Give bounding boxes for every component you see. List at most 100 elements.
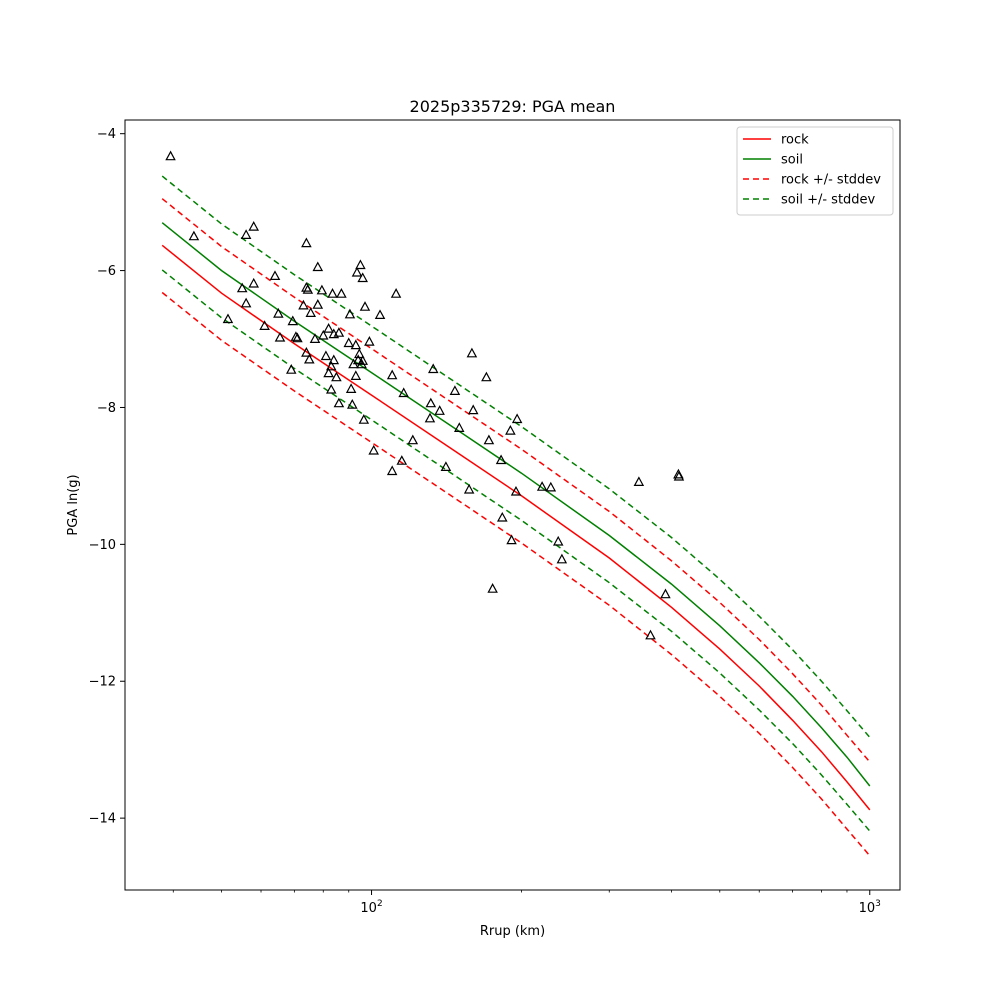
observation-point xyxy=(345,383,357,393)
observation-point xyxy=(660,588,671,599)
observation-point xyxy=(466,347,478,358)
observation-point xyxy=(259,320,270,330)
observation-point xyxy=(269,270,281,280)
observation-point xyxy=(673,470,685,481)
observation-point xyxy=(316,284,328,295)
observation-point xyxy=(302,283,314,294)
observation-point xyxy=(240,229,252,239)
observation-point xyxy=(333,397,345,408)
observation-point xyxy=(386,369,398,380)
observation-point xyxy=(386,465,398,476)
observation-point xyxy=(312,261,324,272)
y-tick-label: −6 xyxy=(97,264,116,279)
series-line-2-upper xyxy=(161,198,871,763)
observation-point xyxy=(312,299,324,309)
observation-point xyxy=(357,355,369,365)
observation-point xyxy=(453,422,465,432)
y-tick-label: −10 xyxy=(89,538,116,553)
observation-point xyxy=(359,301,371,311)
observation-point xyxy=(350,370,362,380)
x-tick-label: 102 xyxy=(360,899,382,916)
observation-point xyxy=(303,353,315,364)
observation-point xyxy=(327,288,338,298)
plot-frame xyxy=(124,119,901,891)
observation-point xyxy=(323,323,334,333)
observation-point xyxy=(425,397,437,408)
observation-point xyxy=(374,309,386,319)
observation-point xyxy=(351,266,363,277)
observation-point xyxy=(368,444,380,455)
y-axis-label: PGA ln(g) xyxy=(66,474,81,535)
chart-title: 2025p335729: PGA mean xyxy=(410,97,616,116)
series-line-3-upper xyxy=(161,175,871,738)
observation-point xyxy=(398,387,409,398)
observation-point xyxy=(320,350,332,361)
observation-point xyxy=(364,336,375,346)
series-line-1 xyxy=(161,222,871,787)
observation-point xyxy=(328,354,340,365)
y-tick-label: −4 xyxy=(97,127,116,142)
observation-point xyxy=(487,583,498,593)
observation-point xyxy=(248,221,260,231)
observation-point xyxy=(301,346,312,357)
legend-label: rock xyxy=(781,133,809,148)
observation-point xyxy=(449,385,461,395)
observation-point xyxy=(496,511,508,522)
observation-point xyxy=(481,371,492,382)
observation-point xyxy=(323,367,334,378)
observation-point xyxy=(428,363,439,374)
observation-point xyxy=(645,629,656,640)
observation-point xyxy=(355,259,366,270)
legend-box xyxy=(736,126,894,216)
observation-point xyxy=(358,414,370,424)
observation-point xyxy=(344,308,356,319)
observation-point xyxy=(317,329,329,340)
observation-point xyxy=(343,337,355,348)
observation-point xyxy=(396,455,408,465)
observation-point xyxy=(331,371,342,382)
observation-point xyxy=(285,364,297,374)
observation-point xyxy=(326,360,337,371)
observation-point xyxy=(273,307,284,318)
observation-point xyxy=(333,327,345,337)
observation-point xyxy=(407,434,419,445)
observation-point xyxy=(357,272,369,283)
x-axis-label: Rrup (km) xyxy=(480,924,545,939)
observation-point xyxy=(236,282,248,293)
legend-label: soil xyxy=(781,153,803,168)
legend: rock soil rock +/- stddev soil +/- stddev xyxy=(736,126,894,216)
observation-point xyxy=(336,288,347,298)
observation-point xyxy=(424,412,436,423)
y-tick-label: −8 xyxy=(97,401,116,416)
observation-point xyxy=(325,383,337,394)
observation-point xyxy=(545,481,557,492)
observation-point xyxy=(353,348,365,359)
observation-point xyxy=(298,299,309,310)
observation-point xyxy=(495,454,507,465)
observation-point xyxy=(463,483,475,494)
observation-point xyxy=(165,150,176,161)
observation-point xyxy=(511,413,523,424)
observation-point xyxy=(633,476,645,486)
observation-point xyxy=(536,481,548,491)
observation-point xyxy=(188,230,200,241)
observation-point xyxy=(248,277,260,288)
y-tick-label: −14 xyxy=(89,812,116,827)
observation-point xyxy=(434,405,445,415)
observation-point xyxy=(305,307,317,317)
observation-point xyxy=(301,237,312,248)
observation-point xyxy=(240,297,252,308)
legend-label: soil +/- stddev xyxy=(781,193,876,208)
series-lines xyxy=(161,175,871,857)
observation-point xyxy=(292,332,303,343)
observation-point xyxy=(506,534,517,545)
observation-point xyxy=(510,485,522,496)
series-line-0 xyxy=(161,244,871,811)
observation-point xyxy=(390,288,402,298)
y-tick-label: −12 xyxy=(89,675,116,690)
observation-point xyxy=(505,424,516,435)
series-line-2-lower xyxy=(161,291,871,857)
observation-point xyxy=(222,313,234,324)
series-line-3-lower xyxy=(161,269,871,832)
